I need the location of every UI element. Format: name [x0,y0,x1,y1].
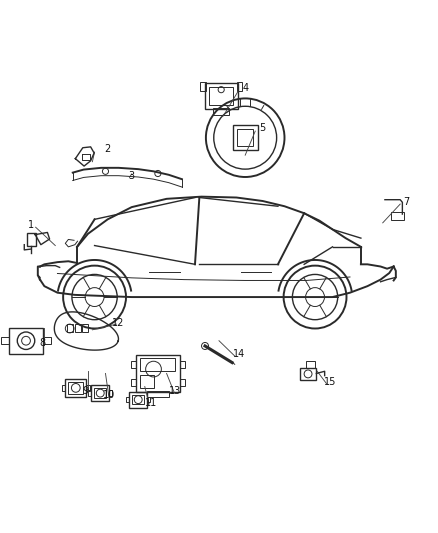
Bar [75,324,81,332]
Bar [141,375,153,387]
Bar [132,395,145,405]
Text: 8: 8 [39,338,45,348]
Text: 14: 14 [233,349,245,359]
Bar [180,379,185,386]
Bar [110,391,113,395]
Text: 12: 12 [113,318,125,328]
Bar [180,361,185,368]
Text: 3: 3 [129,171,135,181]
Bar [68,382,83,393]
Bar [148,397,150,402]
Bar [306,361,315,368]
Text: 2: 2 [105,144,111,155]
Bar [62,385,65,391]
Bar [141,358,175,372]
Bar [91,385,110,401]
Text: 15: 15 [324,377,336,387]
Bar [86,385,90,391]
Bar [213,108,229,115]
Bar [27,233,35,246]
Bar [94,389,106,398]
Bar [88,391,91,395]
Text: 13: 13 [169,386,181,396]
Bar [126,397,129,402]
Text: 7: 7 [404,197,410,207]
Bar [233,125,258,150]
Bar [65,379,86,397]
Bar [237,130,254,146]
Bar [136,355,180,392]
Bar [82,324,88,332]
Bar [67,324,73,332]
Bar [391,212,404,220]
Bar [43,337,51,344]
Bar [205,83,237,109]
Bar [300,368,316,380]
Bar [129,392,148,408]
Bar [131,361,136,368]
Text: 1: 1 [28,220,34,230]
Text: 5: 5 [260,123,266,133]
Text: 4: 4 [242,83,248,93]
Bar [201,82,206,91]
Bar [131,379,136,386]
Text: 11: 11 [145,398,157,408]
Bar [9,328,43,354]
Bar [237,82,242,91]
Bar [147,391,169,397]
Text: 10: 10 [103,390,115,400]
Text: 9: 9 [83,386,89,396]
Bar [1,337,9,344]
Bar [240,99,251,106]
Bar [209,87,233,105]
